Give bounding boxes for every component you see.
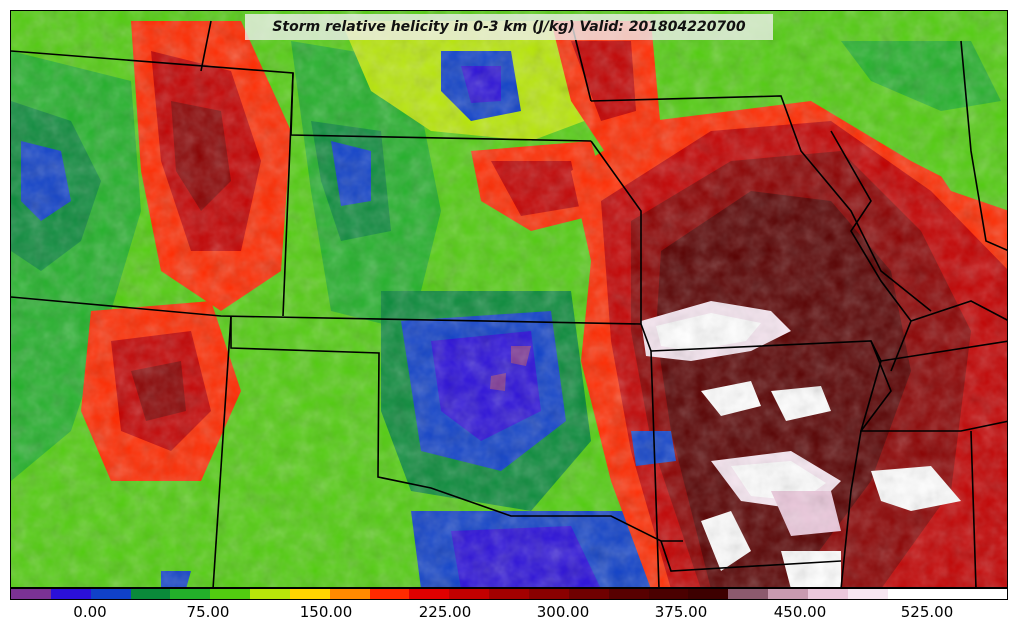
colorbar [10, 588, 1008, 600]
border-ar-la [660, 540, 842, 572]
texture-overlay [11, 11, 1007, 587]
border-il-in [960, 40, 1007, 252]
map-title-box: Storm relative helicity in 0-3 km (J/kg)… [245, 14, 773, 40]
colorbar-tick-label: 450.00 [773, 603, 827, 621]
colorbar-ticks: 0.00 75.00 150.00 225.00 300.00 375.00 450.00 5… [10, 600, 1008, 633]
border-ms-river [840, 340, 892, 587]
colorbar-tick-label: 150.00 [299, 603, 353, 621]
colorbar-segment [130, 589, 171, 599]
colorbar-tick-label: 375.00 [654, 603, 708, 621]
colorbar-tick-label: 525.00 [900, 603, 954, 621]
colorbar-segment [170, 589, 211, 599]
colorbar-segment [608, 589, 649, 599]
border-nm-tx [230, 316, 683, 542]
helicity-map [10, 10, 1008, 588]
colorbar-segment [807, 589, 848, 599]
colorbar-segment [528, 589, 569, 599]
colorbar-segment [568, 589, 609, 599]
colorbar-segment [688, 589, 729, 599]
colorbar-segment [329, 589, 370, 599]
colorbar-tick-label: 0.00 [73, 603, 107, 621]
colorbar-tick-label: 75.00 [186, 603, 230, 621]
colorbar-segment [250, 589, 290, 599]
colorbar-tick-label: 225.00 [418, 603, 472, 621]
colorbar-segment [927, 589, 968, 599]
border-co-east [282, 72, 294, 317]
colorbar-segment [11, 589, 51, 599]
colorbar-segment [409, 589, 450, 599]
border-in-ky [910, 300, 1007, 322]
border-co-top [11, 296, 642, 325]
colorbar-segment [369, 589, 410, 599]
colorbar-segment [90, 589, 131, 599]
colorbar-segment [50, 589, 91, 599]
border-ia-il [830, 130, 912, 372]
map-title: Storm relative helicity in 0-3 km (J/kg)… [272, 19, 746, 35]
colorbar-segment [728, 589, 769, 599]
border-tn [880, 340, 1007, 362]
border-al-ms [970, 430, 977, 587]
border-nm-west [212, 315, 232, 587]
border-mn-top [200, 20, 212, 72]
colorbar-segment [289, 589, 330, 599]
state-borders [11, 20, 1007, 587]
colorbar-tick-label: 300.00 [536, 603, 590, 621]
border-ks-mo [590, 140, 642, 324]
border-ne-ia [590, 95, 932, 312]
colorbar-segment [847, 589, 888, 599]
border-mo-ar [650, 340, 1007, 432]
colorbar-segment [489, 589, 529, 599]
colorbar-segment [887, 589, 928, 599]
colorbar-segment [210, 589, 251, 599]
colorbar-segment [768, 589, 808, 599]
colorbar-segment [967, 589, 1008, 599]
colorbar-segment [449, 589, 490, 599]
colorbar-segment [648, 589, 689, 599]
